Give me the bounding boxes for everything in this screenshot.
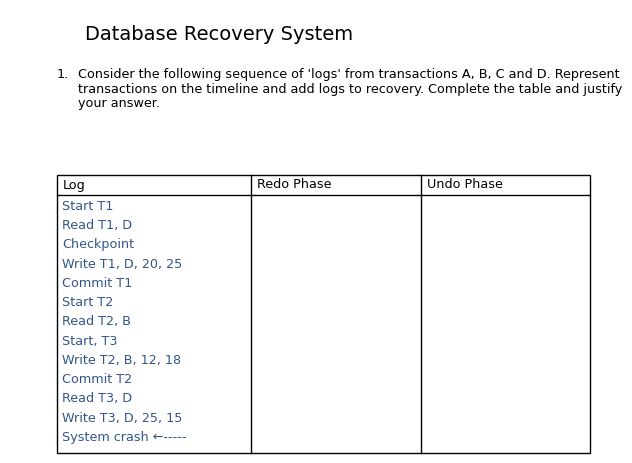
Text: Read T2, B: Read T2, B [62, 315, 131, 328]
Text: Checkpoint: Checkpoint [62, 238, 134, 251]
Text: your answer.: your answer. [78, 97, 160, 110]
Text: Start, T3: Start, T3 [62, 335, 118, 348]
Text: System crash ←-----: System crash ←----- [62, 431, 186, 444]
Text: Commit T1: Commit T1 [62, 277, 132, 290]
Text: Write T1, D, 20, 25: Write T1, D, 20, 25 [62, 258, 182, 271]
Text: 1.: 1. [57, 68, 70, 81]
Text: Redo Phase: Redo Phase [257, 179, 332, 192]
Text: Consider the following sequence of 'logs' from transactions A, B, C and D. Repre: Consider the following sequence of 'logs… [78, 68, 619, 81]
Text: transactions on the timeline and add logs to recovery. Complete the table and ju: transactions on the timeline and add log… [78, 82, 623, 95]
Text: Undo Phase: Undo Phase [427, 179, 502, 192]
Bar [57, 175, 590, 453]
Text: Read T1, D: Read T1, D [62, 219, 132, 232]
Text: Start T2: Start T2 [62, 296, 113, 309]
Text: Start T1: Start T1 [62, 200, 113, 213]
Text: Log: Log [63, 179, 86, 192]
Text: Commit T2: Commit T2 [62, 373, 132, 386]
Text: Write T2, B, 12, 18: Write T2, B, 12, 18 [62, 354, 181, 367]
Text: Read T3, D: Read T3, D [62, 392, 132, 405]
Text: Database Recovery System: Database Recovery System [85, 25, 353, 44]
Text: Write T3, D, 25, 15: Write T3, D, 25, 15 [62, 412, 183, 425]
